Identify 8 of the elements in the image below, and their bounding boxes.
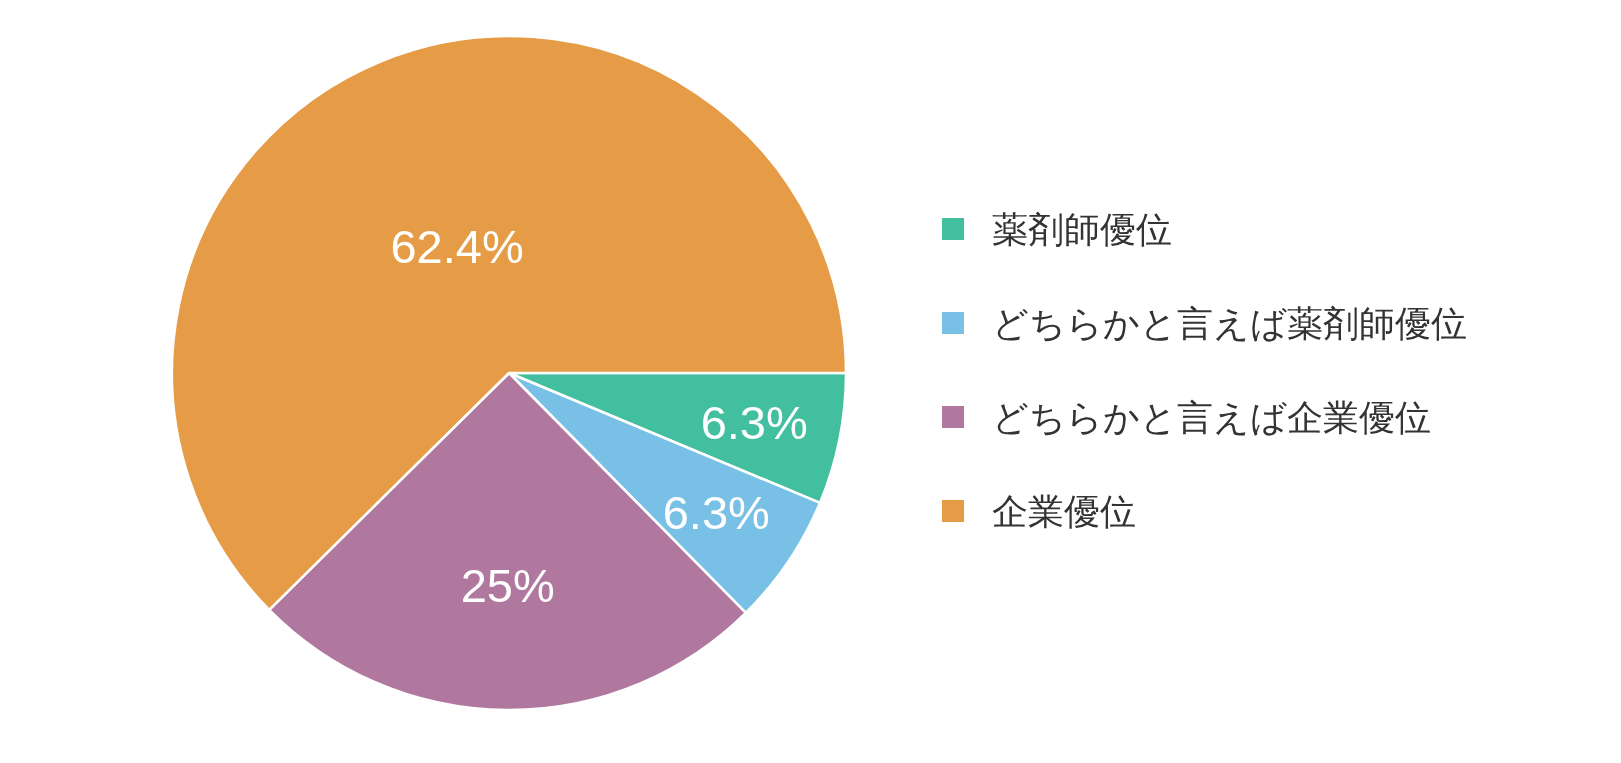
legend-label: どちらかと言えば企業優位 <box>992 396 1431 438</box>
data-label: 6.3% <box>700 395 808 449</box>
legend-label: 薬剤師優位 <box>992 208 1172 250</box>
data-label: 62.4% <box>390 220 524 274</box>
data-label: 6.3% <box>662 486 770 540</box>
legend-label: どちらかと言えば薬剤師優位 <box>992 302 1467 344</box>
legend-label: 企業優位 <box>992 490 1136 532</box>
data-label: 25% <box>460 558 555 612</box>
